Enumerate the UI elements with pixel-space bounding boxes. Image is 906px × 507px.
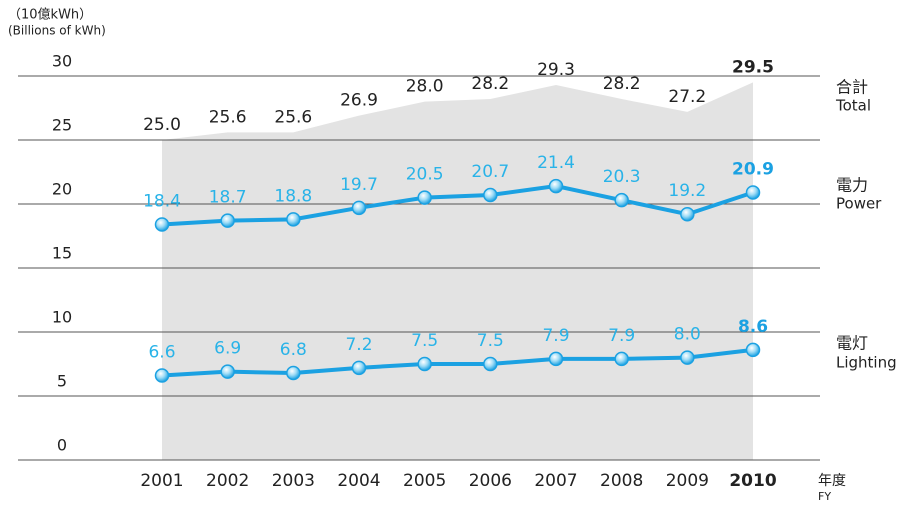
legend-label: 電力 — [836, 176, 868, 195]
area — [162, 82, 753, 461]
value-label: 28.2 — [603, 74, 641, 94]
value-label: 7.5 — [411, 331, 438, 351]
point — [745, 342, 761, 358]
point — [614, 351, 629, 367]
y-tick-label: 15 — [52, 244, 72, 263]
point — [548, 178, 564, 194]
x-tick-label: 2004 — [337, 471, 380, 491]
value-label: 25.6 — [209, 107, 247, 127]
legend-label: 合計 — [836, 78, 868, 97]
y-tick-label: 20 — [52, 180, 72, 199]
x-tick-label: 2006 — [469, 471, 512, 491]
unit-label: （10億kWh） — [8, 7, 92, 23]
value-label: 18.7 — [209, 188, 247, 208]
point — [483, 187, 498, 203]
point — [351, 360, 367, 376]
value-label: 7.9 — [542, 326, 569, 346]
legend-label: Power — [836, 195, 882, 213]
y-tick-label: 25 — [52, 116, 72, 135]
line — [161, 347, 754, 378]
value-label: 25.6 — [274, 107, 312, 127]
x-tick-label: 2009 — [666, 471, 709, 491]
legend-label: Lighting — [836, 354, 897, 372]
point — [154, 217, 170, 232]
x-axis-label: FY — [818, 490, 831, 503]
value-label: 8.0 — [674, 325, 701, 345]
value-label: 8.6 — [738, 317, 768, 337]
value-label: 20.5 — [406, 165, 444, 185]
point — [220, 364, 235, 379]
line — [161, 184, 754, 227]
point — [680, 206, 695, 222]
value-label: 20.3 — [603, 167, 641, 187]
point — [351, 200, 367, 216]
y-tick-label: 30 — [52, 52, 72, 71]
point — [680, 350, 695, 365]
value-label: 18.8 — [274, 186, 312, 206]
point — [548, 351, 564, 367]
unit-label: (Billions of kWh) — [8, 24, 106, 38]
x-tick-label: 2010 — [729, 471, 776, 491]
legend-label: Total — [835, 97, 871, 115]
point — [417, 356, 432, 372]
value-label: 19.7 — [340, 175, 378, 195]
point — [154, 368, 170, 383]
x-axis-label: 年度 — [818, 473, 846, 489]
value-label: 26.9 — [340, 91, 378, 111]
value-label: 27.2 — [668, 87, 706, 107]
y-tick-label: 0 — [57, 436, 67, 455]
y-tick-label: 10 — [52, 308, 72, 327]
value-label: 7.2 — [345, 335, 372, 355]
point — [286, 212, 301, 227]
point — [417, 190, 432, 205]
x-tick-label: 2002 — [206, 471, 249, 491]
value-label: 25.0 — [143, 115, 181, 135]
legend-label: 電灯 — [836, 334, 868, 353]
value-label: 21.4 — [537, 153, 575, 173]
y-tick-label: 5 — [57, 372, 67, 391]
x-tick-label: 2003 — [272, 471, 315, 491]
value-label: 20.9 — [732, 159, 774, 179]
x-tick-label: 2005 — [403, 471, 446, 491]
x-tick-label: 2001 — [140, 471, 183, 491]
value-label: 7.5 — [477, 331, 504, 351]
value-label: 19.2 — [668, 181, 706, 201]
value-label: 28.0 — [406, 77, 444, 97]
point — [220, 213, 235, 228]
value-label: 28.2 — [471, 74, 509, 94]
x-tick-label: 2008 — [600, 471, 643, 491]
value-label: 29.3 — [537, 60, 575, 80]
value-label: 6.6 — [148, 343, 175, 363]
point — [286, 365, 301, 381]
point — [745, 185, 761, 200]
value-label: 18.4 — [143, 191, 181, 211]
value-label: 6.9 — [214, 339, 241, 359]
value-label: 6.8 — [280, 340, 307, 360]
x-tick-label: 2007 — [534, 471, 577, 491]
value-label: 29.5 — [732, 57, 774, 77]
point — [483, 356, 498, 372]
value-label: 7.9 — [608, 326, 635, 346]
value-label: 20.7 — [471, 162, 509, 182]
point — [614, 192, 629, 208]
